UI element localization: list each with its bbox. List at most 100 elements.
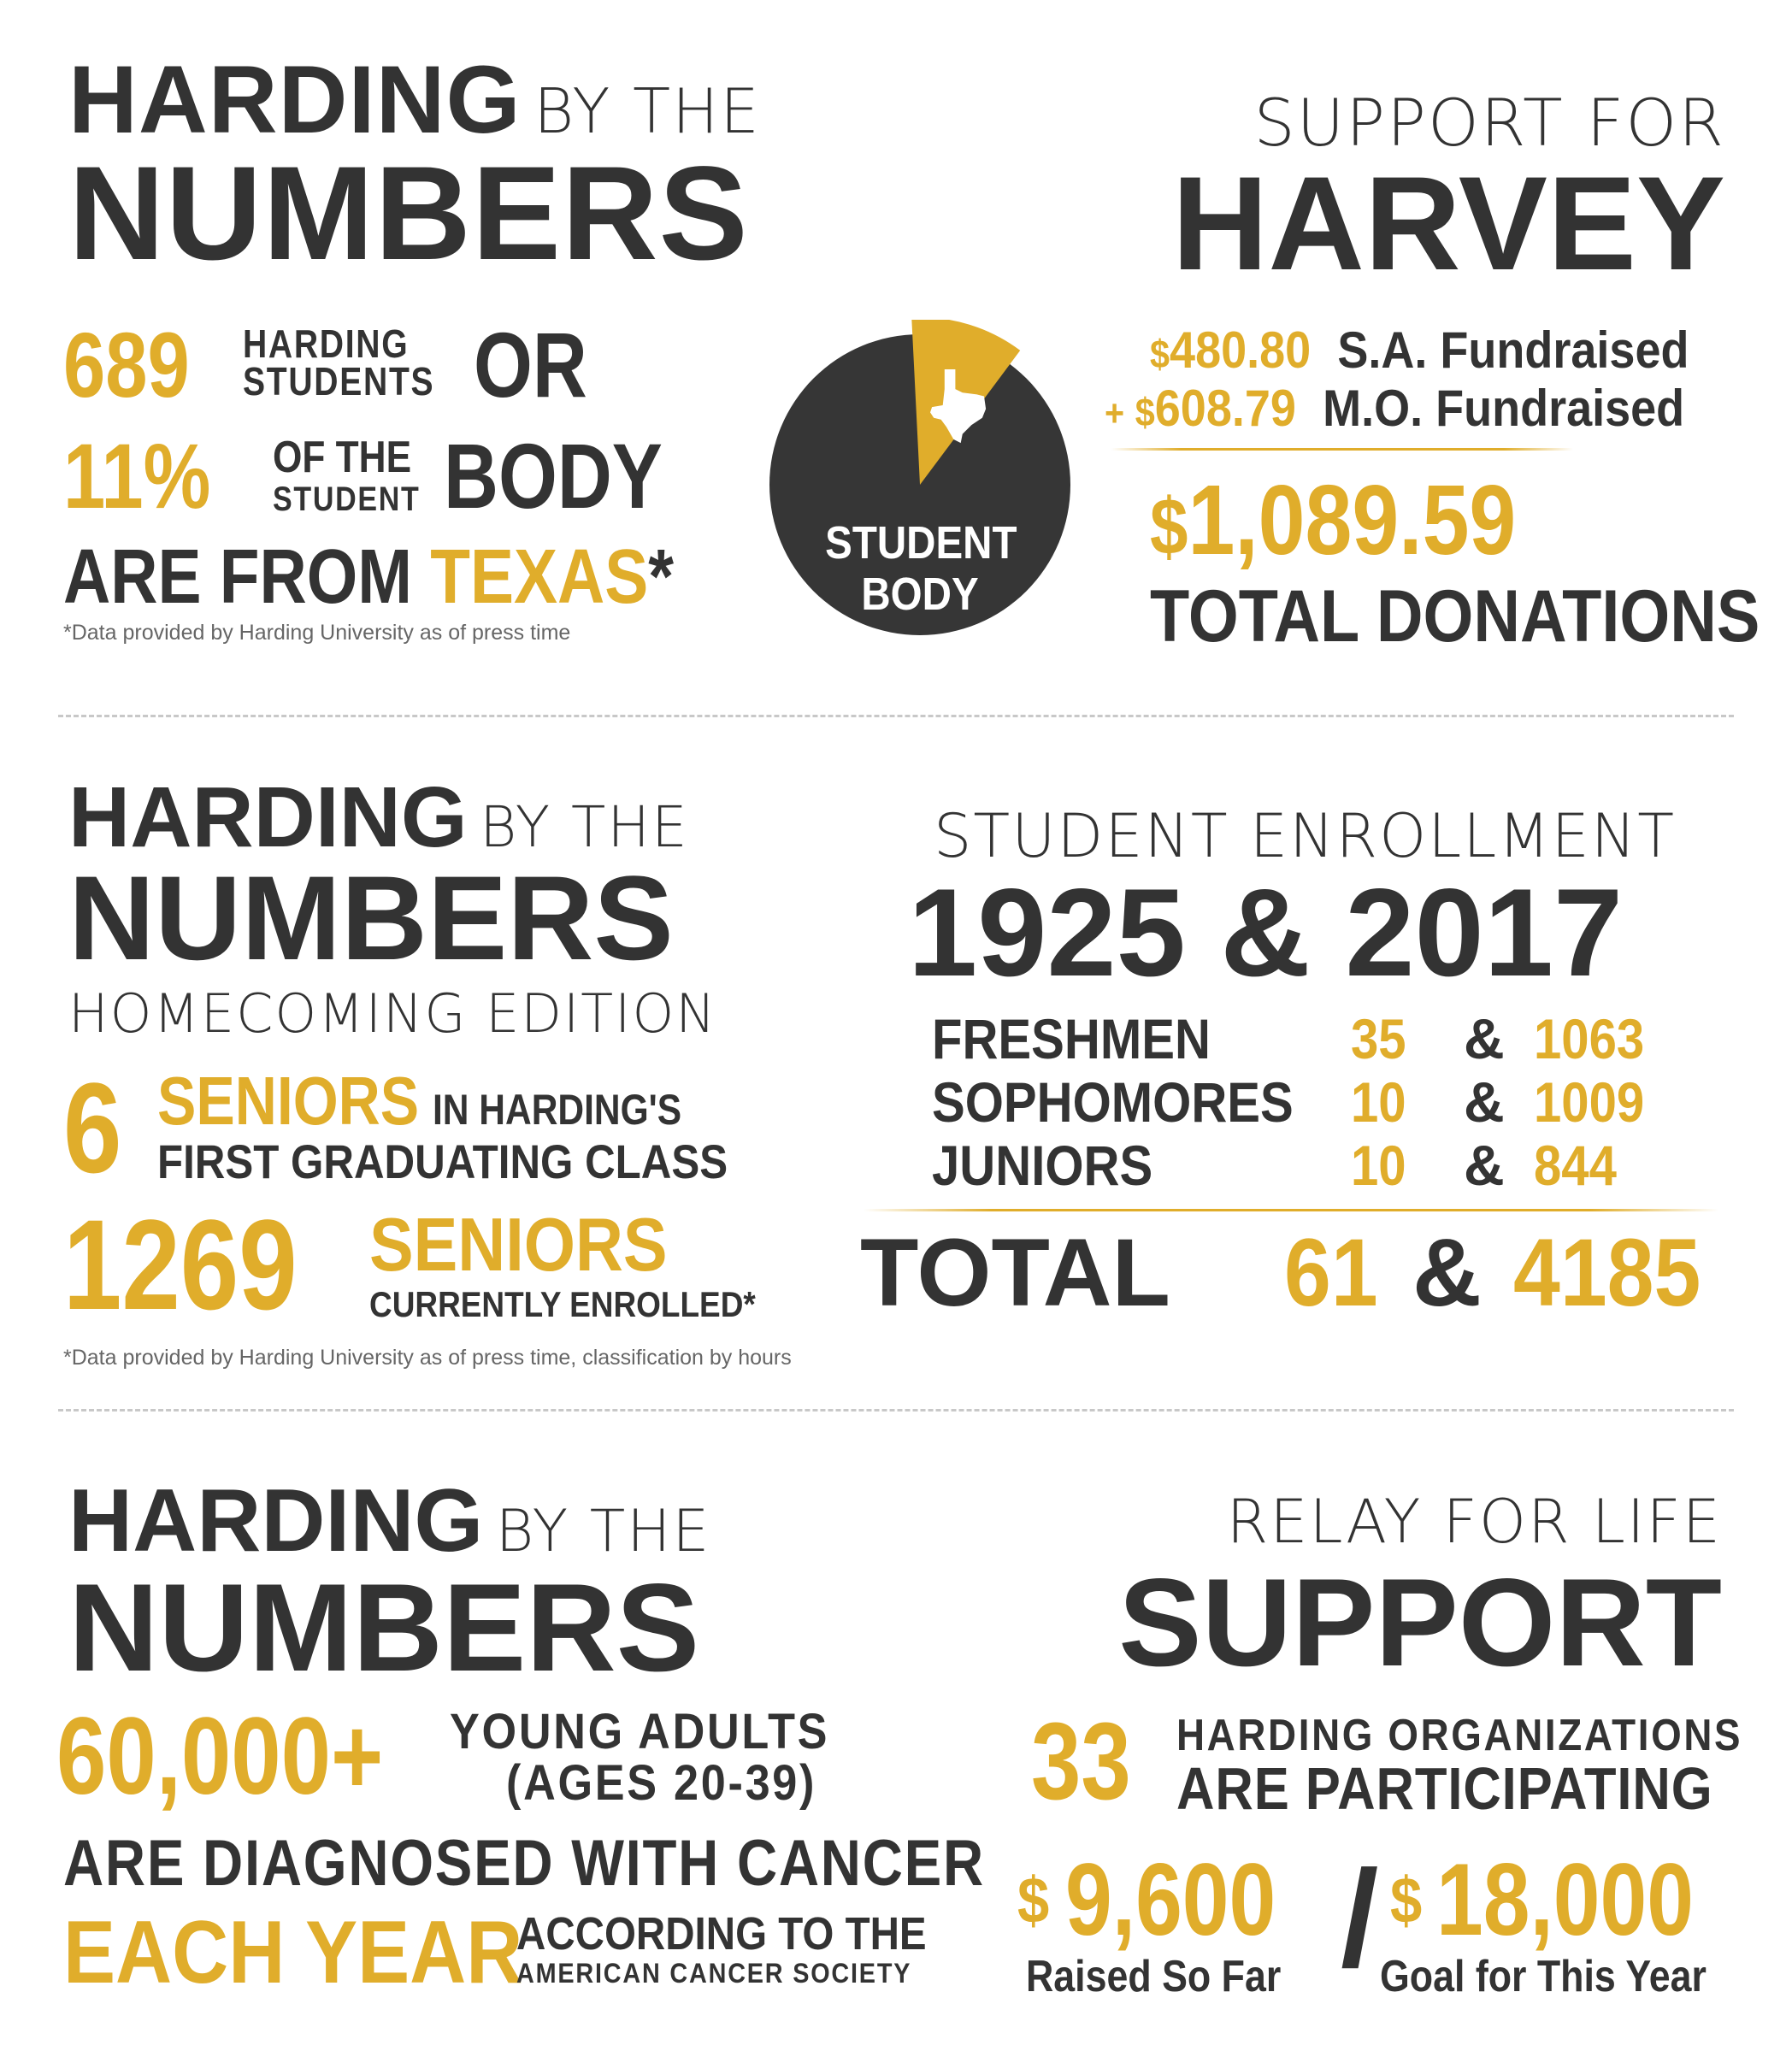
goal-label: Goal for This Year	[1380, 1952, 1707, 2001]
enrollment-divider	[864, 1209, 1718, 1211]
each-year: EACH YEAR	[63, 1903, 523, 2002]
relay-raised: $ 9,600 Raised So Far / $ 18,000 Goal fo…	[1017, 1847, 1753, 2018]
title-harding: HARDING	[68, 1471, 484, 1571]
row-2017: 1063	[1534, 1007, 1645, 1070]
enrollment-total-row: TOTAL 61 & 4185	[860, 1223, 1741, 1325]
title-by-the: BY THE	[495, 1498, 711, 1565]
stat-6-in-hardings: IN HARDING'S	[433, 1086, 682, 1134]
student-body-pie: STUDENT BODY	[769, 317, 1077, 636]
row-1925: 10	[1351, 1070, 1406, 1134]
row-amp: &	[1464, 1007, 1505, 1070]
table-row: FRESHMEN 35 & 1063	[932, 1009, 1701, 1070]
table-row: SOPHOMORES 10 & 1009	[932, 1072, 1701, 1134]
harvey-title-light: SUPPORT FOR	[1253, 85, 1725, 161]
row-label: SOPHOMORES	[932, 1070, 1294, 1134]
stat-ages: (AGES 20-39)	[506, 1755, 817, 1811]
stat-6-seniors: 6 SENIORS IN HARDING'S FIRST GRADUATING …	[63, 1064, 764, 1192]
title-harding: HARDING	[68, 769, 468, 865]
stat-diagnosed: ARE DIAGNOSED WITH CANCER	[63, 1827, 985, 1900]
stat-689-label-2: STUDENTS	[243, 359, 435, 404]
row-2017: 1009	[1534, 1070, 1645, 1134]
texas-asterisk: *	[648, 534, 675, 620]
stat-young-adults: YOUNG ADULTS	[450, 1704, 830, 1759]
mo-label: M.O. Fundraised	[1323, 380, 1685, 437]
goal-dollar: $	[1390, 1865, 1423, 1937]
orgs-line-2: ARE PARTICIPATING	[1176, 1755, 1713, 1822]
mo-plus: +	[1105, 392, 1125, 434]
section2-footnote: *Data provided by Harding University as …	[63, 1346, 792, 1370]
total-1925: 61	[1284, 1219, 1378, 1326]
title-by-the: BY THE	[533, 75, 761, 147]
student-body-pie-chart	[769, 317, 1070, 635]
raised-slash: /	[1341, 1842, 1379, 1995]
section1-footnote: *Data provided by Harding University as …	[63, 621, 571, 645]
orgs-count: 33	[1031, 1700, 1131, 1823]
stat-60000-number: 60,000+	[56, 1695, 384, 1818]
row-amp: &	[1464, 1134, 1505, 1197]
harvey-row-sa: $480.80 S.A. Fundraised	[1150, 323, 1689, 381]
texas-icon	[930, 369, 987, 444]
sa-label: S.A. Fundraised	[1337, 321, 1689, 379]
stat-each-year: EACH YEAR ACCORDING TO THE AMERICAN CANC…	[63, 1907, 935, 2001]
stat-60000: 60,000+ YOUNG ADULTS (AGES 20-39)	[56, 1701, 928, 1812]
stat-1269-seniors-label: SENIORS	[369, 1202, 668, 1287]
relay-support: SUPPORT	[1118, 1553, 1722, 1692]
row-label: FRESHMEN	[932, 1007, 1211, 1070]
goal-amount: 18,000	[1436, 1842, 1694, 1957]
stat-body: BODY	[444, 424, 663, 527]
stat-1269-number: 1269	[63, 1193, 298, 1336]
harvey-total: $1,089.59	[1150, 469, 1516, 578]
section2-title-line1: HARDING BY THE	[68, 775, 689, 860]
total-dollar: $	[1150, 481, 1188, 571]
stat-689-label-1: HARDING	[243, 321, 410, 366]
stat-6-first-class: FIRST GRADUATING CLASS	[157, 1134, 728, 1188]
divider-2	[58, 1409, 1734, 1411]
stat-6-number: 6	[63, 1056, 122, 1199]
raised-dollar: $	[1017, 1865, 1050, 1937]
american-cancer-society: AMERICAN CANCER SOCIETY	[516, 1958, 912, 1989]
title-numbers: NUMBERS	[68, 139, 749, 288]
row-1925: 10	[1351, 1134, 1406, 1197]
harvey-divider	[1111, 448, 1573, 451]
orgs-line-1: HARDING ORGANIZATIONS	[1176, 1711, 1743, 1760]
row-label: JUNIORS	[932, 1134, 1153, 1197]
section3-title-line1: HARDING BY THE	[68, 1474, 710, 1568]
harvey-title-bold: HARVEY	[1171, 150, 1725, 298]
stat-1269-currently: CURRENTLY ENROLLED*	[369, 1284, 756, 1324]
stat-11-label-2: STUDENT	[273, 480, 421, 518]
title-numbers: NUMBERS	[68, 1558, 700, 1697]
enrollment-title: STUDENT ENROLLMENT	[934, 801, 1677, 871]
title-by-the: BY THE	[480, 794, 689, 860]
harvey-row-mo: + $608.79 M.O. Fundraised	[1105, 381, 1684, 441]
table-row: JUNIORS 10 & 844	[932, 1135, 1701, 1197]
row-amp: &	[1464, 1070, 1505, 1134]
stat-from-texas: ARE FROM TEXAS*	[63, 537, 674, 618]
mo-dollar: $	[1135, 390, 1155, 434]
according-to: ACCORDING TO THE	[516, 1908, 927, 1960]
row-2017: 844	[1534, 1134, 1617, 1197]
raised-amount: 9,600	[1065, 1842, 1276, 1957]
stat-689-number: 689	[63, 313, 190, 416]
stat-11-percent: 11%	[63, 424, 211, 527]
section1-title-line1: HARDING BY THE	[68, 52, 761, 148]
harvey-total-label: TOTAL DONATIONS	[1150, 575, 1760, 657]
sa-amount: 480.80	[1170, 321, 1312, 379]
from-text: ARE FROM	[63, 534, 412, 620]
title-harding: HARDING	[68, 46, 522, 153]
stat-6-seniors-label: SENIORS	[157, 1063, 420, 1139]
mo-amount: 608.79	[1154, 380, 1296, 437]
stat-or: OR	[474, 313, 587, 416]
total-amount: 1,089.59	[1188, 464, 1517, 575]
total-2017: 4185	[1513, 1219, 1701, 1326]
row-1925: 35	[1351, 1007, 1406, 1070]
total-amp: &	[1412, 1219, 1482, 1326]
raised-label: Raised So Far	[1026, 1952, 1282, 2001]
stat-11-label-1: OF THE	[273, 433, 412, 482]
sa-dollar: $	[1150, 332, 1170, 376]
enrollment-years: 1925 & 2017	[908, 863, 1624, 1002]
homecoming-edition: HOMECOMING EDITION	[68, 982, 717, 1045]
relay-orgs: 33 HARDING ORGANIZATIONS ARE PARTICIPATI…	[1031, 1700, 1741, 1823]
title-numbers: NUMBERS	[68, 851, 674, 985]
pie-label-2: BODY	[861, 569, 979, 620]
total-label: TOTAL	[860, 1219, 1170, 1326]
